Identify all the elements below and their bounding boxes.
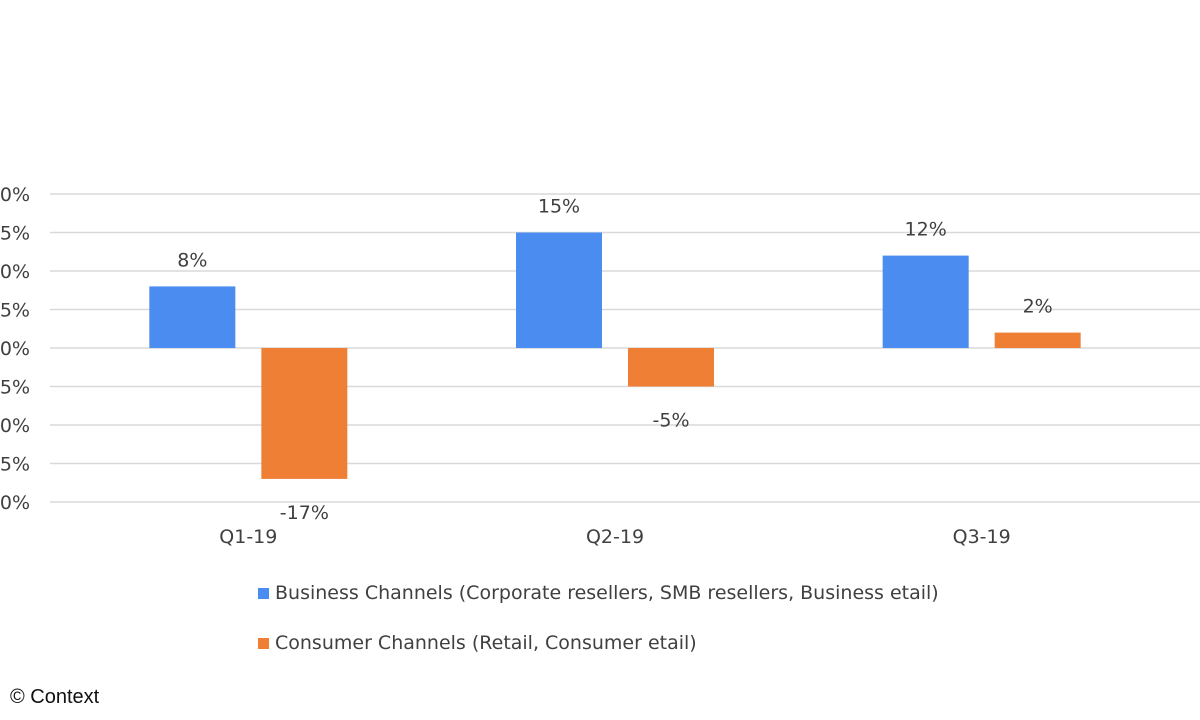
legend-label-consumer: Consumer Channels (Retail, Consumer etai… [275,632,697,654]
gridlines [50,193,1200,503]
bar-business [882,255,969,348]
legend-label-business: Business Channels (Corporate resellers, … [275,582,939,604]
bar-business [149,286,236,348]
bar-consumer [261,348,348,479]
y-tick-label: -20% [0,492,30,514]
data-label: 8% [177,249,207,271]
category-label: Q1-19 [219,526,277,548]
data-label: 2% [1023,296,1053,318]
bars [149,232,1081,479]
y-tick-label: -10% [0,415,30,437]
y-axis-ticks: 20% 15% 10% 5% 0% -5% -10% -15% -20% [0,184,30,514]
y-tick-label: 0% [0,338,30,360]
data-labels: 8% -17% 15% -5% 12% 2% [177,196,1052,524]
legend-swatch-consumer [258,637,269,649]
legend-item-consumer: Consumer Channels (Retail, Consumer etai… [258,628,939,658]
bar-business [516,232,602,348]
category-label: Q3-19 [953,526,1011,548]
data-label: -17% [280,502,329,524]
y-tick-label: 20% [0,184,30,206]
source-credit: © Context [10,686,100,708]
data-label: -5% [653,410,690,432]
y-tick-label: 5% [0,300,30,322]
legend-item-business: Business Channels (Corporate resellers, … [258,578,939,608]
category-labels: Q1-19 Q2-19 Q3-19 [219,526,1010,548]
data-label: 12% [905,219,947,241]
legend-swatch-business [258,587,269,599]
bar-consumer [994,332,1081,348]
y-tick-label: 15% [0,223,30,245]
y-tick-label: 10% [0,261,30,283]
y-tick-label: -5% [0,377,30,399]
category-label: Q2-19 [586,526,644,548]
y-tick-label: -15% [0,454,30,476]
data-label: 15% [538,196,580,218]
bar-consumer [628,348,714,387]
legend: Business Channels (Corporate resellers, … [258,578,939,678]
